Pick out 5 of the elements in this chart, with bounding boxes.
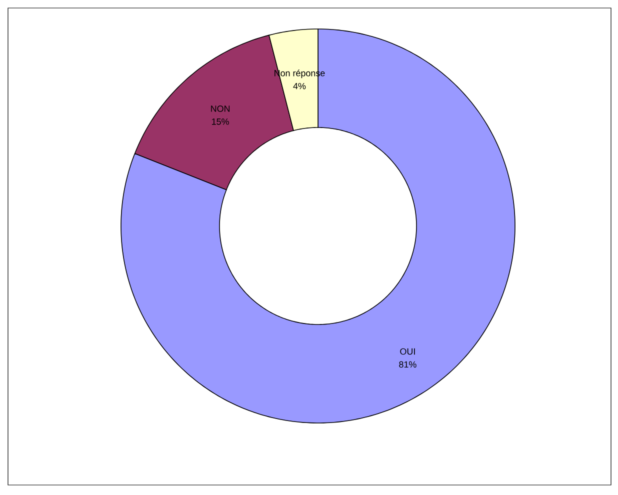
data-label: 15% <box>212 118 229 125</box>
slice-label: NON <box>211 106 230 112</box>
data-label: 4% <box>293 82 306 90</box>
data-label: 81% <box>399 361 416 368</box>
slice-label: OUI <box>400 348 415 355</box>
